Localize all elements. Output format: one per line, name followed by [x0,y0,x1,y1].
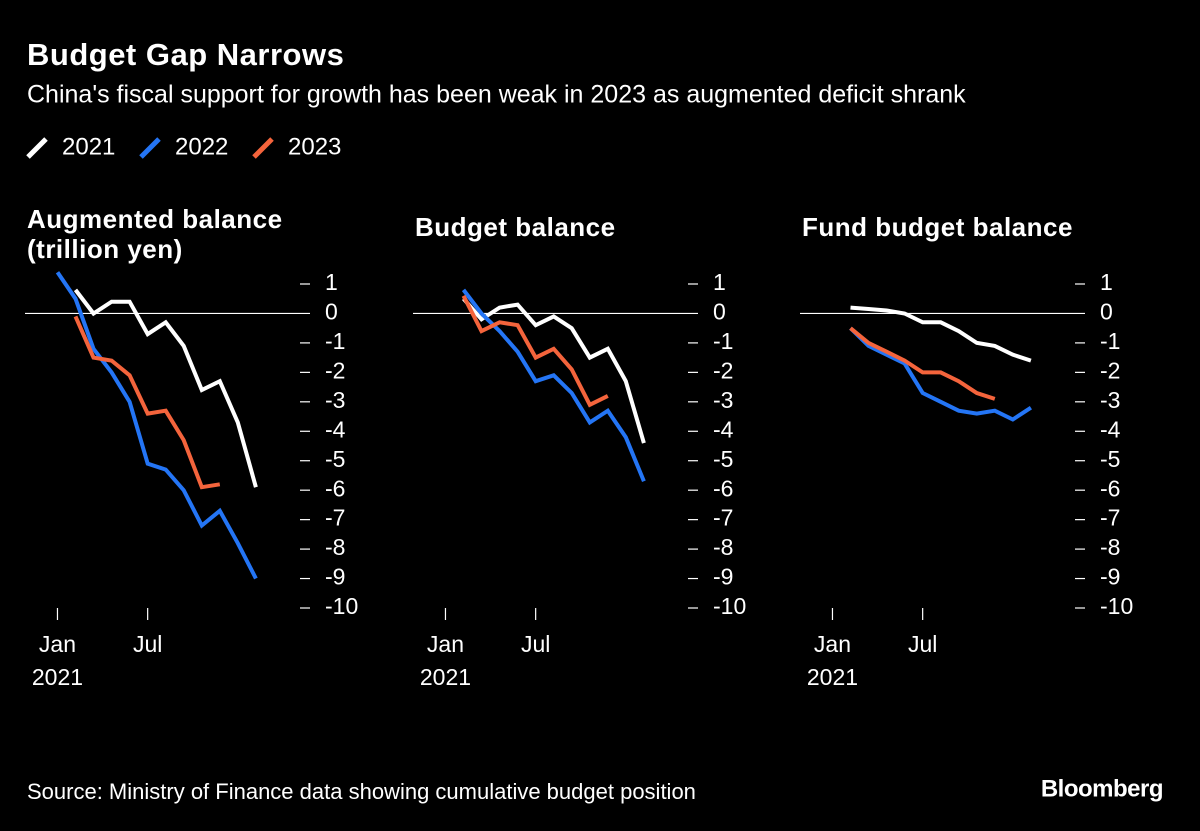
y-tick-label: -10 [713,593,746,619]
y-tick-label: 0 [1100,299,1113,325]
y-tick-label: -8 [325,534,345,560]
y-tick-label: -7 [713,505,733,531]
legend-swatch [252,137,274,159]
y-tick-label: -9 [713,564,733,590]
brand: Bloomberg [1041,775,1163,802]
source: Source: Ministry of Finance data showing… [27,779,696,804]
y-tick-label: 1 [325,269,338,295]
y-tick-label: -3 [1100,387,1120,413]
y-tick-label: -5 [325,446,345,472]
y-tick-label: -6 [713,475,733,501]
y-tick-label: 1 [1100,269,1113,295]
series-line [461,297,646,444]
series-line [849,326,996,401]
series-line [849,326,1032,422]
y-tick-label: -7 [325,505,345,531]
y-tick-label: -1 [713,328,733,354]
x-tick-label: Jan 2021 [31,631,84,690]
legend-label: 2023 [288,133,341,160]
y-tick-label: -9 [1100,564,1120,590]
y-tick-label: -6 [325,475,345,501]
y-tick-label: -8 [713,534,733,560]
series-line [850,305,1032,363]
y-tick-label: -10 [325,593,358,619]
y-tick-label: -10 [1100,593,1133,619]
subtitle: China's fiscal support for growth has be… [27,81,966,109]
y-tick-label: -6 [1100,475,1120,501]
legend-swatch [26,137,48,159]
x-tick-label: Jan 2021 [806,631,859,690]
y-tick-label: -4 [325,416,346,442]
panel-title: Augmented balance (trillion yen) [27,204,283,264]
series-line [73,315,221,490]
x-tick-label: Jan 2021 [419,631,472,690]
y-tick-label: -5 [713,446,733,472]
y-tick-label: -1 [325,328,345,354]
panel-title: Budget balance [415,212,616,242]
y-tick-label: -3 [325,387,345,413]
y-tick-label: -3 [713,387,733,413]
y-tick-label: -2 [1100,357,1120,383]
y-tick-label: -4 [1100,416,1121,442]
panel-title: Fund budget balance [802,212,1073,242]
x-tick-label: Jul [520,631,551,657]
y-tick-label: -8 [1100,534,1120,560]
y-tick-label: -9 [325,564,345,590]
legend-swatch [139,137,161,159]
y-tick-label: 0 [713,299,726,325]
legend-label: 2021 [62,133,115,160]
title: Budget Gap Narrows [27,37,344,72]
y-tick-label: -5 [1100,446,1120,472]
y-tick-label: -4 [713,416,734,442]
y-tick-label: 1 [713,269,726,295]
series-line [55,271,258,580]
y-tick-label: 0 [325,299,338,325]
y-tick-label: -2 [325,357,345,383]
y-tick-label: -2 [713,357,733,383]
x-tick-label: Jul [907,631,938,657]
y-tick-label: -7 [1100,505,1120,531]
y-tick-label: -1 [1100,328,1120,354]
x-tick-label: Jul [132,631,163,657]
series-line [73,288,258,488]
legend-label: 2022 [175,133,228,160]
series-line [461,294,609,408]
